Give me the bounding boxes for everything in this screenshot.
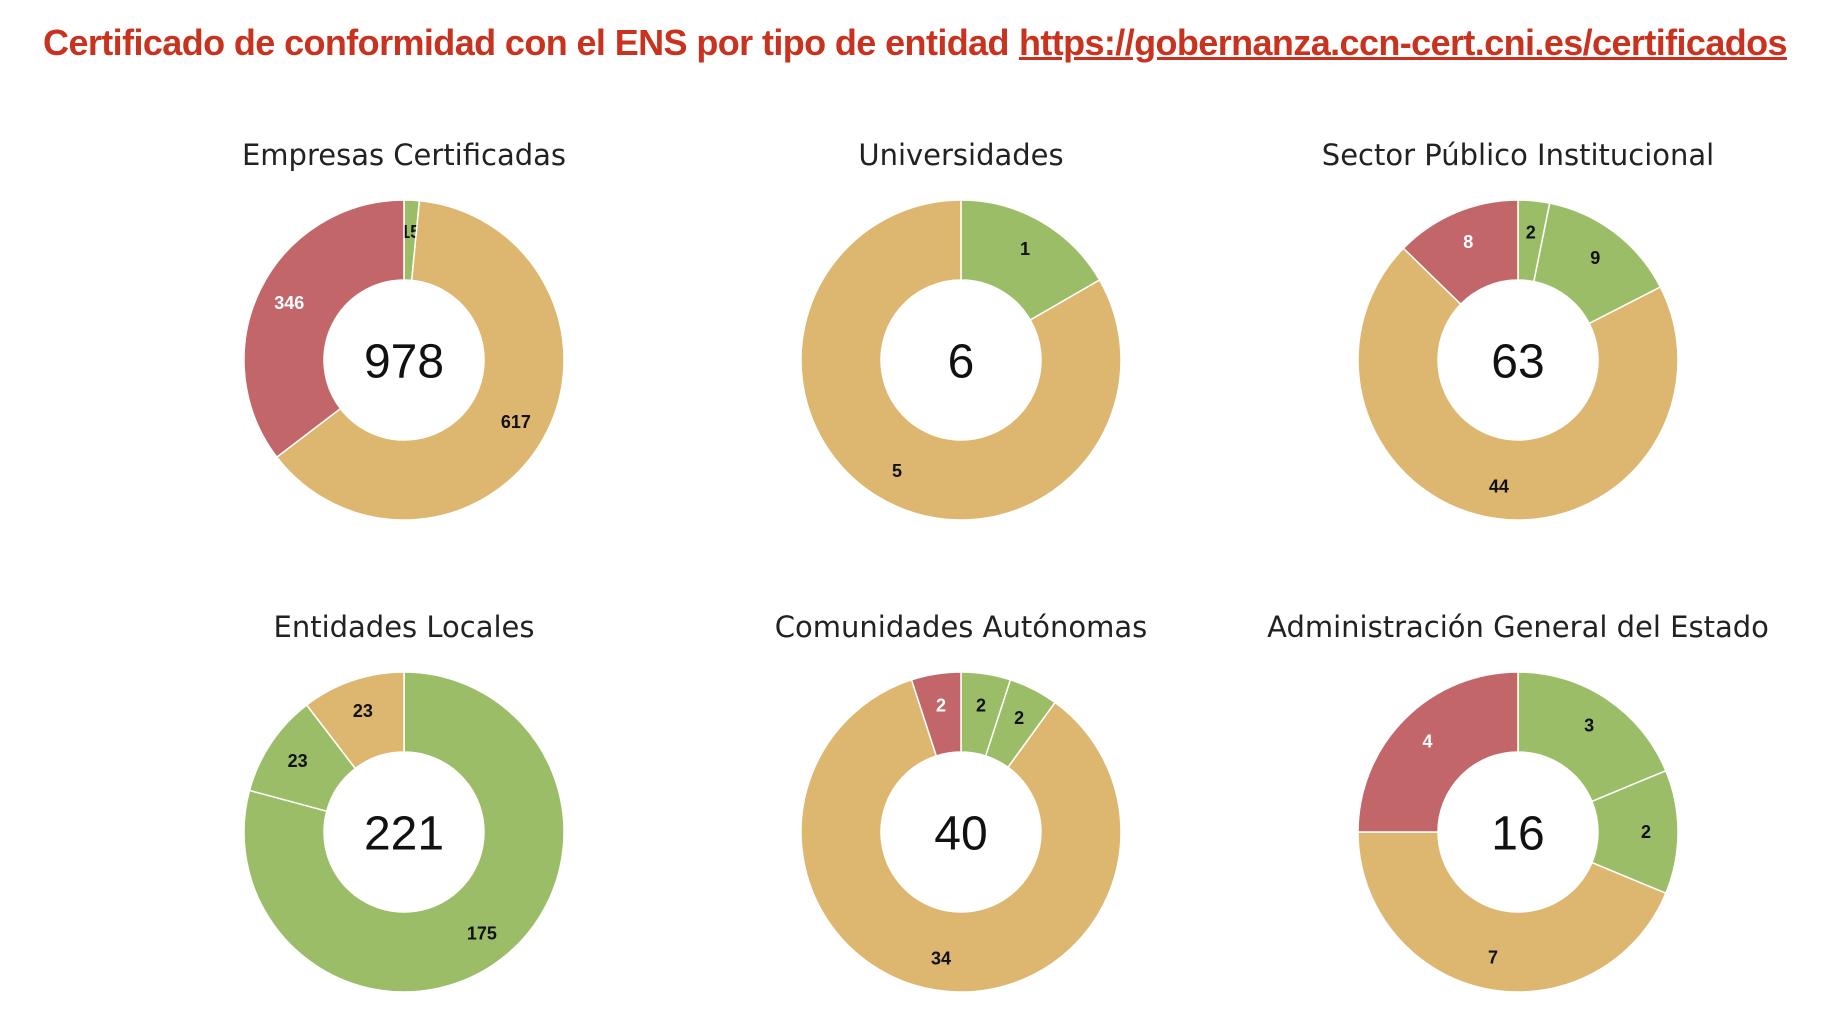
chart-comunidades-autonomas: Comunidades Autónomas 2 2 34 2 40 [661, 592, 1261, 1012]
certificates-link[interactable]: https://gobernanza.ccn-cert.cni.es/certi… [1018, 22, 1788, 63]
donut-slice [1358, 672, 1519, 833]
total-count: 978 [364, 336, 444, 389]
chart-sector-publico-institucional: Sector Público Institucional 2 9 44 8 63 [1218, 120, 1818, 540]
chart-title: Universidades [858, 138, 1064, 172]
slice-value-label: 7 [1488, 948, 1498, 968]
total-count: 16 [1491, 808, 1544, 861]
donut-slice [275, 200, 564, 520]
donut-slice [1358, 247, 1678, 520]
slice-value-label: 346 [274, 293, 304, 313]
slice-value-label: 1 [1020, 239, 1030, 259]
chart-title: Comunidades Autónomas [774, 610, 1148, 644]
total-count: 40 [934, 808, 987, 861]
page-header: Certificado de conformidad con el ENS po… [0, 22, 1830, 64]
donut-chart: 2 2 34 2 40 [801, 672, 1121, 992]
slice-value-label: 617 [501, 412, 531, 432]
donut-chart: 1 5 6 [801, 200, 1121, 520]
slice-value-label: 5 [892, 461, 902, 481]
donut-slice [244, 200, 405, 459]
total-count: 63 [1491, 336, 1544, 389]
donut-slice [1517, 672, 1667, 803]
slice-value-label: 9 [1590, 248, 1600, 268]
slice-value-label: 2 [936, 696, 946, 716]
donut-slice [305, 672, 405, 770]
slice-value-label: 2 [1014, 708, 1024, 728]
chart-title: Entidades Locales [273, 610, 535, 644]
slice-value-label: 23 [353, 701, 373, 721]
donut-slice [801, 200, 1121, 520]
donut-slice [801, 678, 1121, 992]
donut-slice [244, 672, 564, 992]
donut-slice [910, 672, 962, 757]
chart-title: Administración General del Estado [1267, 610, 1769, 644]
slice-value-label: 2 [1526, 223, 1536, 243]
charts-grid: Empresas Certificadas 15 617 346 978 Univer… [0, 120, 1830, 1000]
donut-chart: 3 2 7 4 16 [1358, 672, 1678, 992]
slice-value-label: 8 [1463, 232, 1473, 252]
chart-entidades-locales: Entidades Locales 175 23 23 221 [104, 592, 704, 1012]
slice-value-label: 23 [288, 751, 308, 771]
page-title: Certificado de conformidad con el ENS po… [43, 22, 1009, 63]
slice-value-label: 4 [1422, 731, 1432, 751]
chart-title: Empresas Certificadas [241, 138, 567, 172]
slice-value-label: 2 [1641, 822, 1651, 842]
chart-administracion-general-del-estado: Administración General del Estado 3 2 7 4 16 [1218, 592, 1818, 1012]
total-count: 6 [948, 336, 975, 389]
slice-value-label: 34 [931, 948, 951, 968]
slice-value-label: 3 [1584, 716, 1594, 736]
donut-chart: 175 23 23 221 [244, 672, 564, 992]
total-count: 221 [364, 808, 444, 861]
donut-chart: 2 9 44 8 63 [1358, 200, 1678, 520]
donut-slice [1358, 831, 1667, 992]
slice-value-label: 44 [1489, 477, 1509, 497]
donut-slice [1402, 200, 1519, 306]
chart-title: Sector Público Institucional [1321, 138, 1715, 172]
chart-universidades: Universidades 1 5 6 [661, 120, 1261, 540]
slice-value-label: 2 [976, 696, 986, 716]
chart-empresas-certificadas: Empresas Certificadas 15 617 346 978 [104, 120, 704, 540]
slice-value-label: 175 [467, 924, 497, 944]
